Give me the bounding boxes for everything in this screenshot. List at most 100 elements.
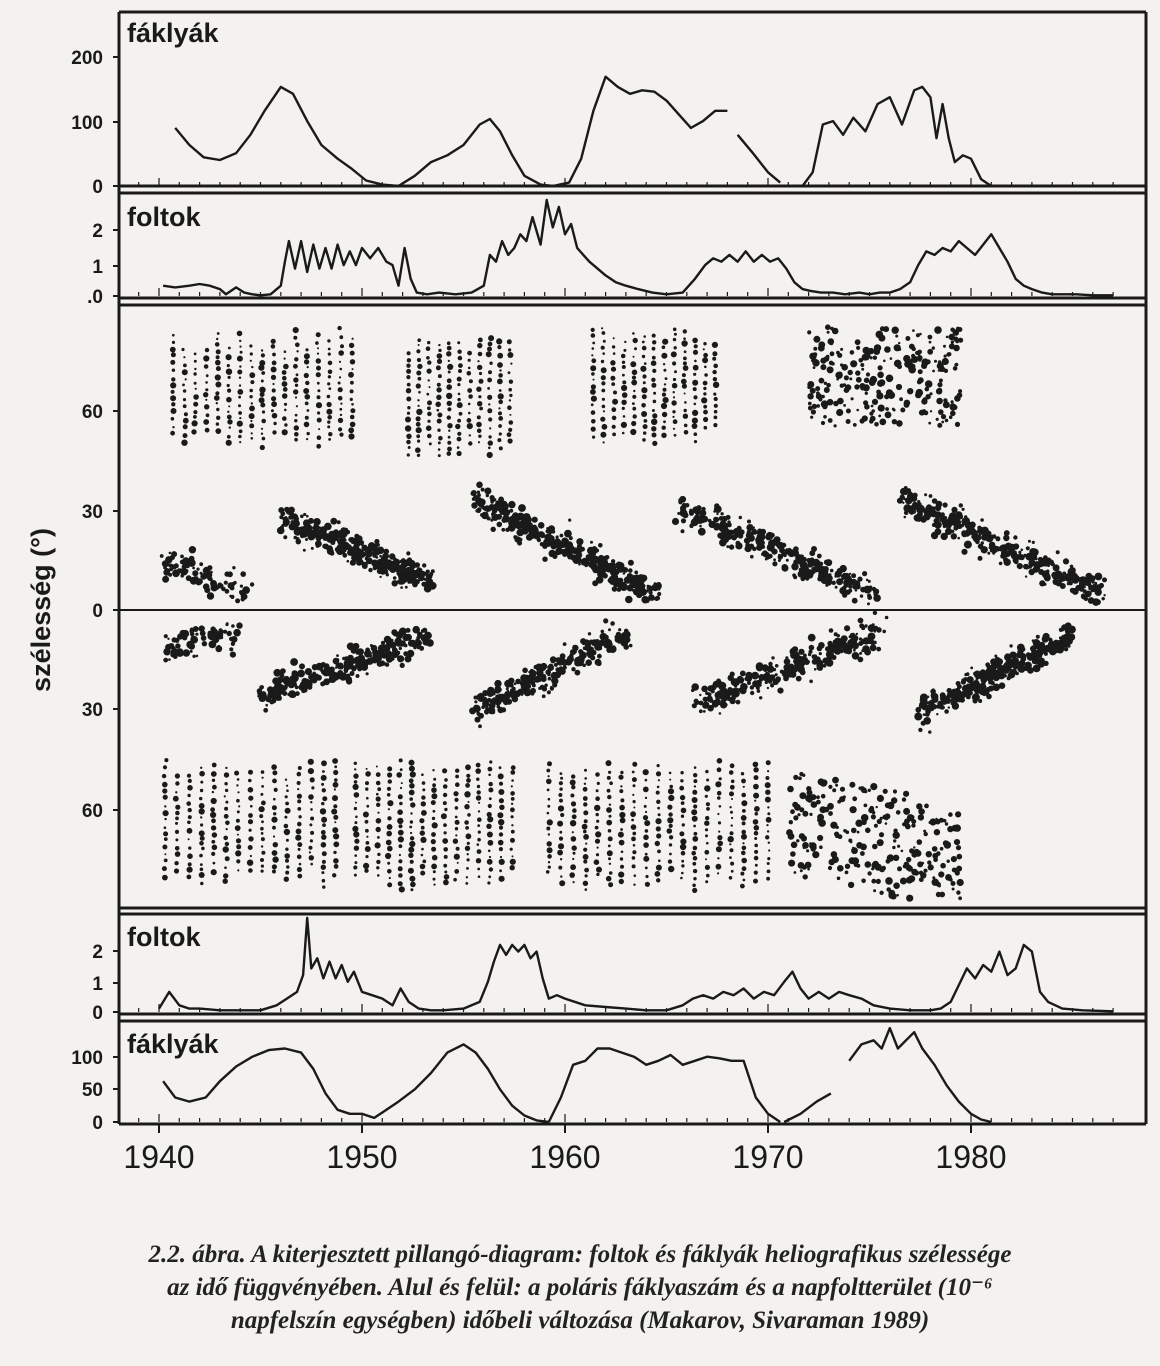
scatter-point — [857, 617, 864, 624]
scatter-point — [692, 409, 699, 416]
scatter-point — [673, 433, 677, 437]
scatter-point — [1004, 666, 1008, 670]
scatter-point — [399, 662, 405, 669]
scatter-point — [1010, 552, 1014, 556]
scatter-point — [169, 554, 175, 561]
scatter-point — [1031, 654, 1035, 658]
scatter-point — [424, 631, 431, 638]
scatter-point — [280, 511, 286, 517]
scatter-point — [375, 818, 382, 824]
scatter-point — [925, 394, 931, 400]
scatter-point — [415, 421, 421, 427]
scatter-point — [769, 540, 773, 544]
scatter-point — [510, 807, 515, 813]
scatter-point — [893, 839, 897, 843]
scatter-point — [788, 859, 796, 867]
scatter-point — [1094, 581, 1098, 585]
scatter-point — [271, 864, 277, 870]
scatter-point — [857, 576, 863, 582]
scatter-point — [841, 364, 848, 371]
scatter-point — [235, 598, 241, 604]
scatter-point — [655, 818, 662, 825]
scatter-point — [546, 788, 550, 792]
scatter-point — [1101, 597, 1105, 601]
scatter-point — [258, 397, 265, 404]
scatter-point — [702, 357, 709, 364]
scatter-point — [632, 831, 637, 836]
scatter-point — [679, 785, 685, 791]
scatter-point — [193, 415, 197, 419]
scatter-point — [912, 501, 918, 508]
scatter-point — [464, 804, 470, 810]
scatter-point — [611, 407, 617, 413]
scatter-point — [409, 771, 416, 778]
scatter-point — [260, 845, 264, 848]
scatter-point — [807, 393, 814, 400]
scatter-point — [385, 852, 392, 860]
scatter-point — [793, 774, 799, 781]
scatter-point — [273, 668, 282, 677]
scatter-point — [738, 526, 742, 530]
scatter-point — [953, 336, 959, 342]
scatter-point — [693, 766, 697, 769]
caption-line-1: 2.2. ábra. A kiterjesztett pillangó-diag… — [148, 1241, 1012, 1268]
scatter-point — [337, 395, 343, 401]
scatter-point — [729, 784, 735, 790]
scatter-point — [805, 794, 813, 802]
scatter-point — [679, 843, 687, 851]
scatter-point — [397, 866, 403, 872]
scatter-point — [296, 854, 302, 860]
scatter-point — [927, 348, 934, 355]
scatter-point — [397, 881, 403, 887]
scatter-point — [582, 796, 588, 801]
scatter-point — [465, 826, 469, 830]
scatter-point — [911, 346, 916, 352]
scatter-point — [467, 350, 472, 356]
scatter-point — [442, 801, 447, 806]
scatter-point — [691, 797, 698, 803]
scatter-point — [772, 667, 777, 672]
scatter-point — [339, 432, 344, 437]
scatter-point — [693, 804, 698, 809]
scatter-point — [891, 419, 898, 425]
scatter-point — [878, 379, 886, 387]
scatter-point — [827, 418, 833, 423]
scatter-point — [857, 656, 864, 663]
scatter-point — [321, 801, 325, 806]
scatter-point — [848, 584, 853, 589]
scatter-point — [689, 508, 693, 512]
scatter-point — [596, 781, 600, 786]
scatter-point — [346, 559, 350, 563]
scatter-point — [405, 388, 412, 394]
scatter-point — [948, 415, 953, 420]
scatter-point — [224, 588, 230, 594]
scatter-point — [387, 816, 392, 821]
scatter-point — [798, 833, 806, 840]
scatter-point — [835, 825, 839, 830]
scatter-point — [855, 819, 863, 827]
scatter-point — [742, 809, 746, 813]
scatter-point — [327, 420, 331, 424]
ytick-label: 100 — [71, 113, 103, 134]
scatter-point — [595, 853, 600, 857]
scatter-point — [922, 409, 926, 413]
scatter-point — [953, 705, 958, 710]
scatter-point — [620, 785, 623, 788]
scatter-point — [395, 639, 403, 647]
scatter-point — [884, 822, 888, 825]
scatter-point — [431, 822, 438, 829]
scatter-point — [210, 811, 217, 819]
scatter-point — [831, 855, 839, 864]
scatter-point — [843, 829, 847, 833]
scatter-point — [703, 416, 709, 423]
scatter-point — [326, 394, 331, 399]
scatter-point — [502, 508, 507, 512]
scatter-point — [999, 544, 1008, 553]
scatter-point — [858, 786, 862, 790]
scatter-point — [431, 854, 438, 861]
scatter-point — [783, 658, 791, 665]
scatter-point — [952, 329, 960, 336]
scatter-point — [757, 667, 761, 671]
scatter-point — [956, 890, 961, 895]
scatter-point — [446, 341, 451, 346]
